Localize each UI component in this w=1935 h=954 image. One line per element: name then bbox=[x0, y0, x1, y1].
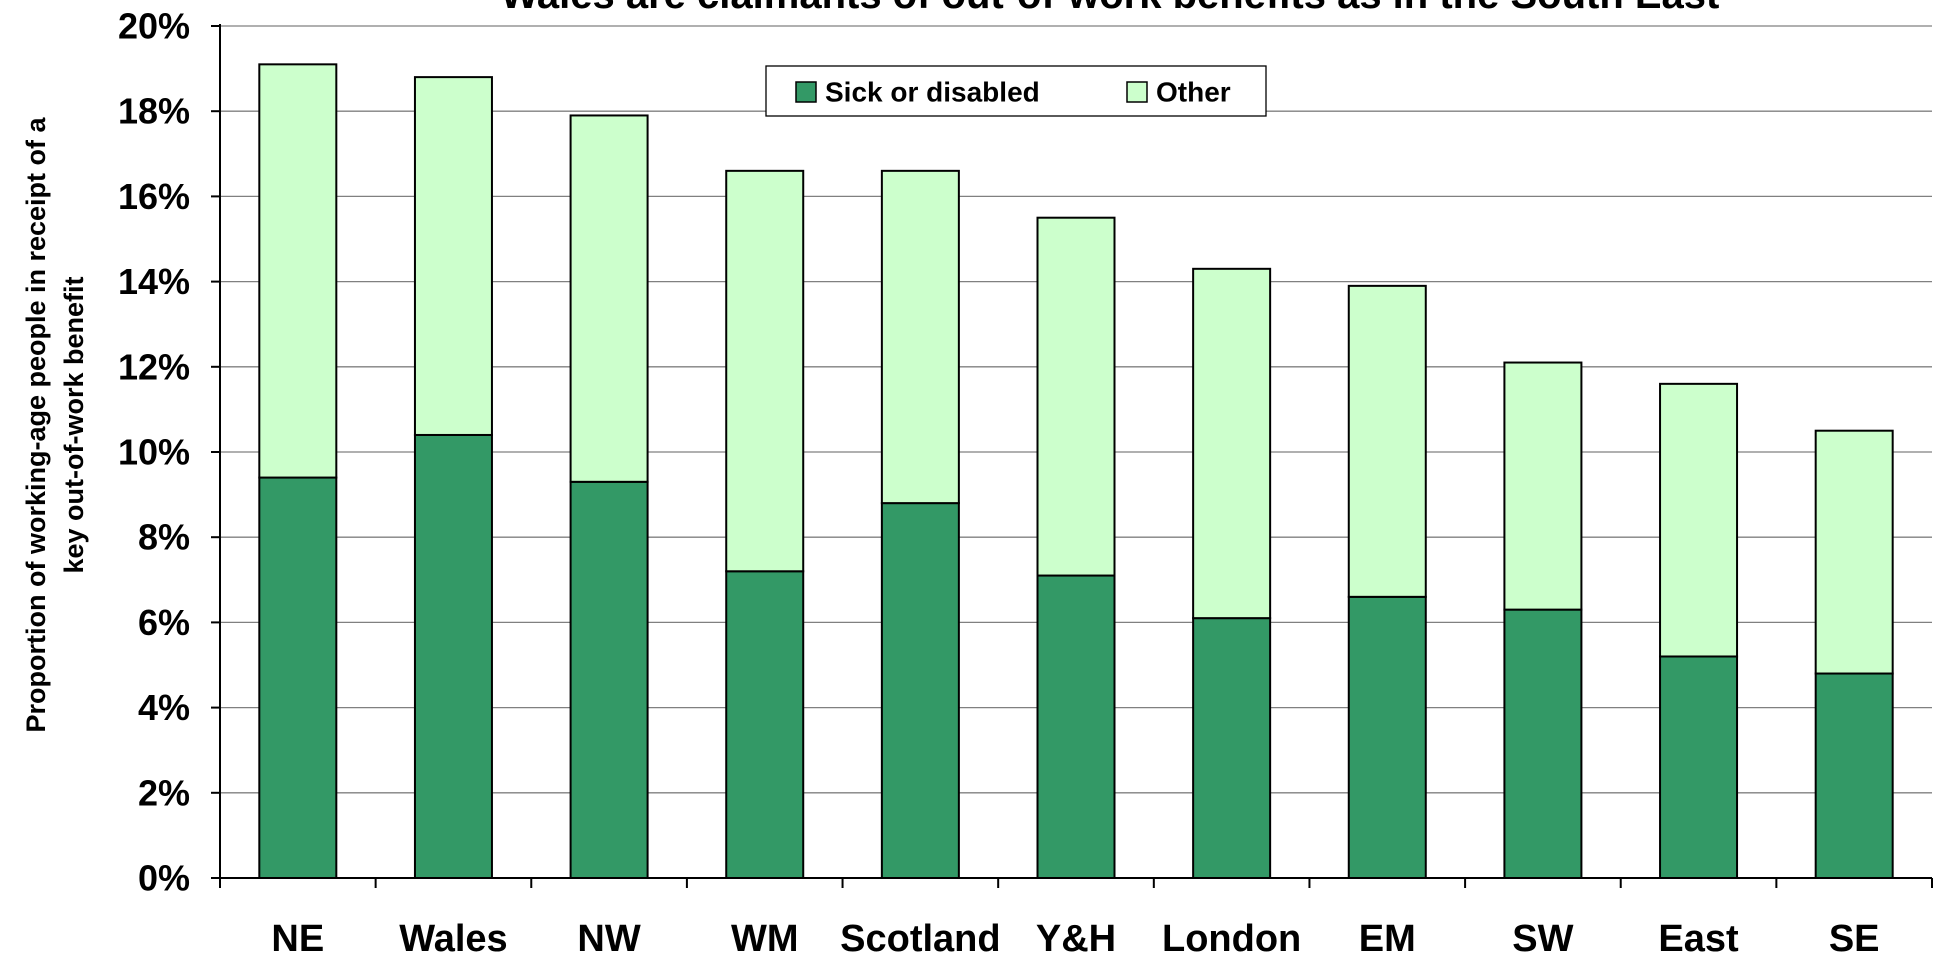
bar-sick-or-disabled bbox=[1814, 672, 1894, 880]
bar-other bbox=[1814, 429, 1894, 675]
bar-sick-or-disabled bbox=[1036, 574, 1116, 879]
legend-box bbox=[765, 65, 1267, 117]
y-tick-label: 8% bbox=[138, 517, 190, 558]
y-tick-label: 10% bbox=[118, 432, 190, 473]
legend: Sick or disabled Other bbox=[765, 65, 1267, 117]
x-category-label: EM bbox=[1359, 918, 1416, 954]
x-category-label: SE bbox=[1829, 918, 1880, 954]
bar-sick-or-disabled bbox=[413, 433, 493, 879]
bar-sick-or-disabled bbox=[258, 476, 338, 879]
legend-label: Other bbox=[1156, 77, 1231, 108]
x-category-label: Scotland bbox=[840, 918, 1000, 954]
bar-other bbox=[725, 169, 805, 573]
y-tick-label: 14% bbox=[118, 261, 190, 302]
y-tick-label: 20% bbox=[118, 6, 190, 47]
y-tick-label: 18% bbox=[118, 91, 190, 132]
x-category-label: Y&H bbox=[1036, 918, 1116, 954]
bar-sick-or-disabled bbox=[569, 480, 649, 879]
bar-sick-or-disabled bbox=[725, 570, 805, 880]
y-axis-title-line: key out-of-work benefit bbox=[59, 276, 89, 573]
x-category-label: London bbox=[1162, 918, 1301, 954]
x-tick-labels: NE Wales NW WM Scotland Y&H London EM SW East SE bbox=[271, 918, 1879, 954]
x-category-label: WM bbox=[731, 918, 799, 954]
y-tick-label: 12% bbox=[118, 346, 190, 387]
bar-other bbox=[569, 114, 649, 483]
y-tick-label: 6% bbox=[138, 602, 190, 643]
y-axis-title-line: Proportion of working-age people in rece… bbox=[21, 116, 51, 732]
bar-sick-or-disabled bbox=[1347, 595, 1427, 880]
y-tick-label: 2% bbox=[138, 772, 190, 813]
x-category-label: Wales bbox=[399, 918, 507, 954]
bar-other bbox=[1503, 361, 1583, 611]
bar-sick-or-disabled bbox=[1503, 608, 1583, 879]
bars-group bbox=[258, 63, 1894, 880]
bar-sick-or-disabled bbox=[880, 502, 960, 879]
axes bbox=[211, 24, 1933, 888]
legend-swatch bbox=[795, 81, 817, 103]
bar-other bbox=[1347, 284, 1427, 598]
bar-other bbox=[1192, 267, 1272, 620]
y-tick-label: 4% bbox=[138, 687, 190, 728]
bar-other bbox=[880, 169, 960, 505]
bar-sick-or-disabled bbox=[1659, 655, 1739, 879]
x-category-label: NW bbox=[577, 918, 640, 954]
bar-sick-or-disabled bbox=[1192, 617, 1272, 879]
legend-label: Sick or disabled bbox=[825, 77, 1040, 108]
y-tick-label: 16% bbox=[118, 176, 190, 217]
x-category-label: NE bbox=[271, 918, 324, 954]
legend-swatch bbox=[1126, 81, 1148, 103]
bar-other bbox=[1659, 382, 1739, 658]
y-axis-title: Proportion of working-age people in rece… bbox=[21, 116, 89, 732]
y-tick-labels: 0% 2% 4% 6% 8% 10% 12% 14% 16% 18% 20% bbox=[118, 6, 190, 899]
chart-title: Wales are claimants of out-of-work benef… bbox=[501, 0, 1720, 17]
y-tick-label: 0% bbox=[138, 858, 190, 899]
bar-other bbox=[258, 63, 338, 479]
x-category-label: SW bbox=[1512, 918, 1573, 954]
bar-other bbox=[1036, 216, 1116, 577]
x-category-label: East bbox=[1658, 918, 1739, 954]
bar-other bbox=[413, 76, 493, 436]
